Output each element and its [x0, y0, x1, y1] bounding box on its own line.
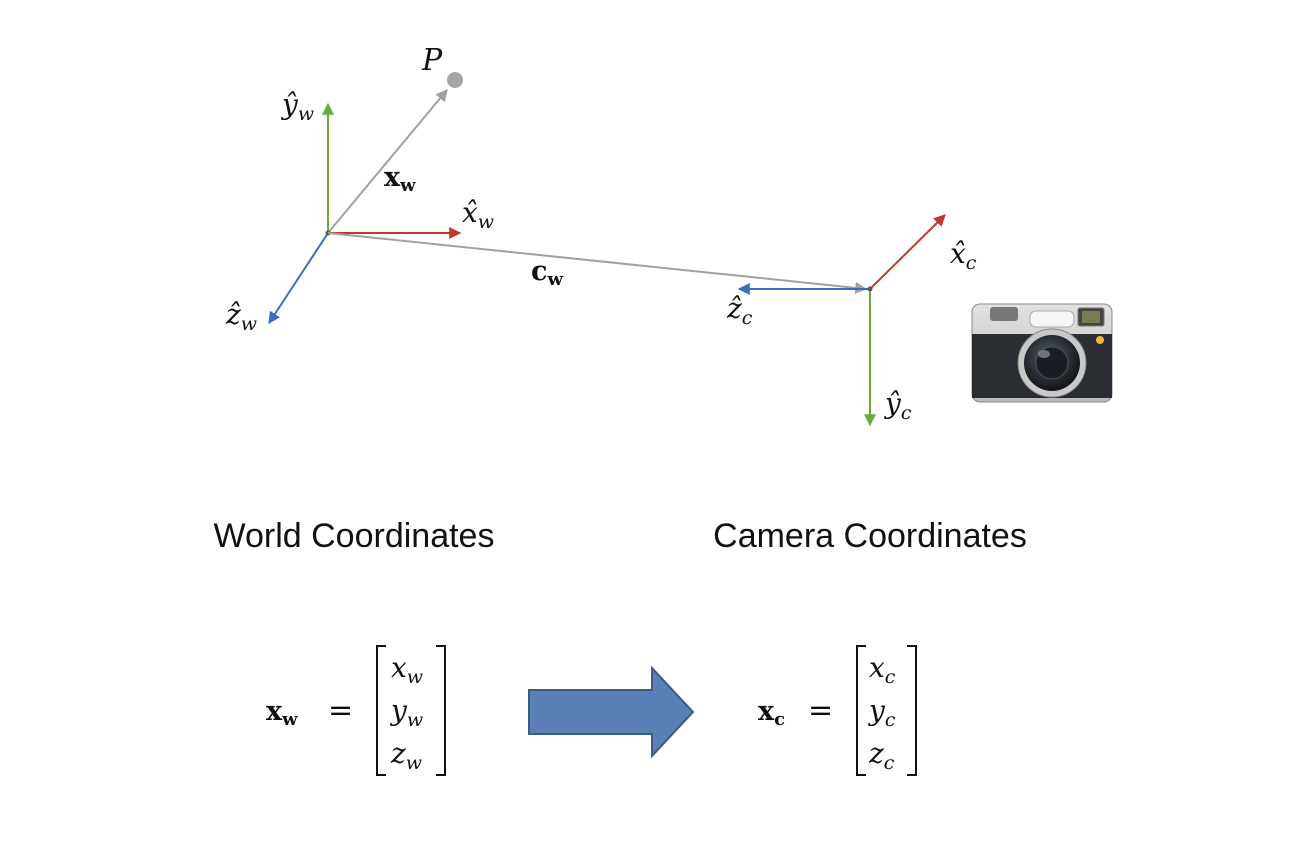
world-entry-x: xw: [391, 651, 423, 688]
camera-entry-z: zc: [868, 737, 895, 774]
world-left-bracket: [376, 645, 386, 776]
world-equation-equals: =: [328, 693, 353, 728]
transform-arrow: [528, 665, 695, 759]
xw-vector: [327, 89, 448, 234]
camera-left-bracket: [856, 645, 866, 776]
camera-equation: xc = xc yc zc: [758, 645, 917, 776]
world-equation: xw = xw yw zw: [266, 645, 446, 776]
camera-entry-x: xc: [869, 651, 896, 688]
camera-caption: Camera Coordinates: [713, 517, 1027, 555]
camera-entry-y: yc: [867, 694, 896, 731]
world-z-axis: [268, 232, 329, 325]
world-equation-lhs: xw: [266, 696, 298, 730]
world-caption: World Coordinates: [214, 517, 495, 555]
xw-vector-label: xw: [384, 162, 416, 196]
world-y-label: ŷw: [280, 88, 314, 125]
camera-equation-lhs: xc: [758, 696, 785, 730]
camera-y-label: ŷc: [883, 387, 912, 424]
world-right-bracket: [436, 645, 446, 776]
world-x-label: x̂w: [462, 196, 494, 233]
camera-x-axis: [869, 214, 946, 290]
camera-equation-equals: =: [808, 693, 833, 728]
camera-z-label: ẑc: [726, 292, 753, 329]
cw-vector-label: cw: [531, 256, 563, 290]
point-label: P: [421, 43, 443, 78]
world-frame: [268, 72, 463, 325]
camera-origin: [867, 286, 873, 292]
camera-x-label: x̂c: [950, 237, 977, 274]
world-entry-y: yw: [389, 694, 423, 731]
camera-right-bracket: [907, 645, 917, 776]
camera-frame: [737, 214, 946, 427]
world-z-label: ẑw: [225, 298, 257, 335]
point-p: [447, 72, 463, 88]
cw-vector: [327, 232, 868, 294]
camera-icon: [971, 303, 1113, 403]
world-entry-z: zw: [390, 737, 422, 774]
